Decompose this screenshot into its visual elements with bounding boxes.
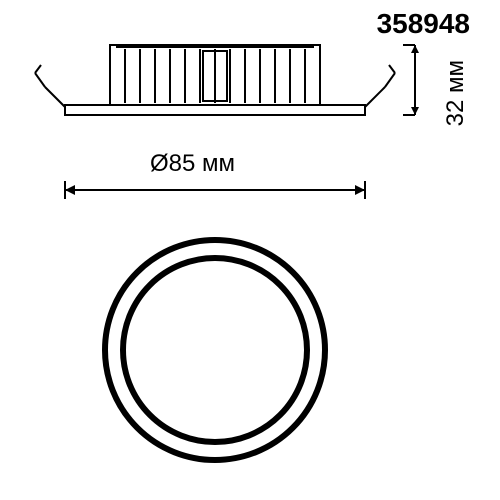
height-dimension-bracket — [403, 45, 419, 115]
technical-drawing-stage: 358948 32 мм Ø85 мм — [0, 0, 500, 500]
side-view — [35, 45, 395, 115]
drawing-svg — [0, 0, 500, 500]
diameter-dimension-arrow — [65, 181, 365, 199]
bottom-view-ring — [105, 240, 325, 460]
